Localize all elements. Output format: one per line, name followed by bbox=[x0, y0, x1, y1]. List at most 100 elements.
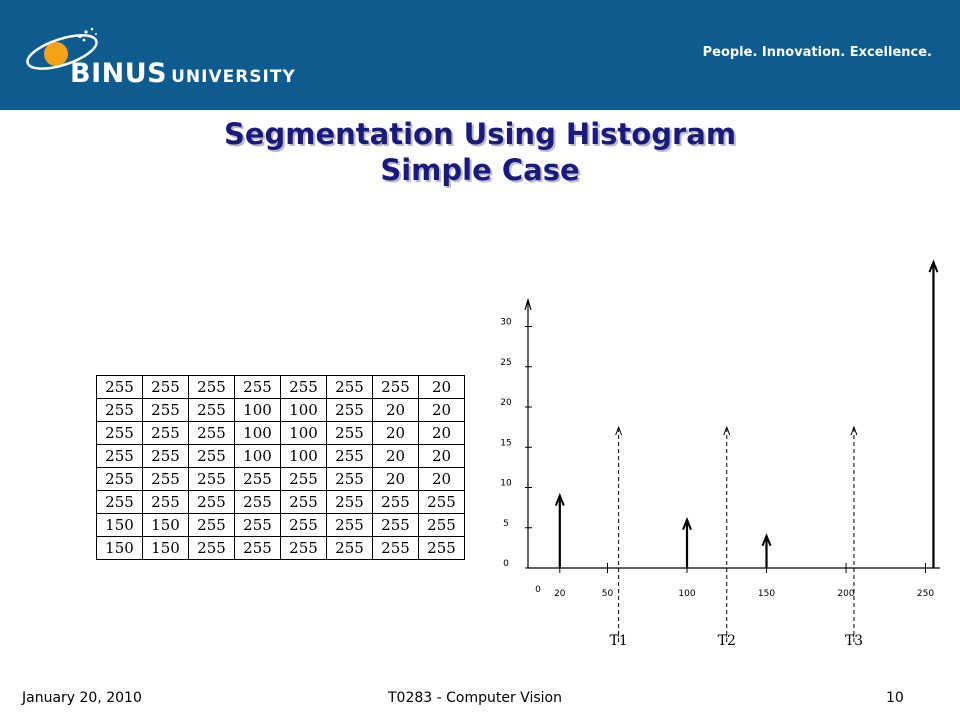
grid-cell: 255 bbox=[188, 513, 235, 537]
grid-cell: 255 bbox=[280, 375, 327, 399]
grid-cell: 100 bbox=[280, 398, 327, 422]
grid-cell: 100 bbox=[234, 398, 281, 422]
footer-page-number: 10 bbox=[886, 690, 904, 706]
grid-row: 150 150 255 255 255 255 255 255 bbox=[96, 536, 465, 560]
footer-course: T0283 - Computer Vision bbox=[388, 690, 562, 706]
grid-cell: 255 bbox=[96, 490, 143, 514]
grid-cell: 255 bbox=[418, 513, 465, 537]
grid-cell: 255 bbox=[96, 421, 143, 445]
grid-cell: 255 bbox=[188, 536, 235, 560]
slide-title: Segmentation Using Histogram Simple Case bbox=[0, 116, 960, 188]
grid-cell: 255 bbox=[142, 375, 189, 399]
histogram-bar-arrowhead bbox=[554, 492, 565, 506]
grid-cell: 100 bbox=[234, 444, 281, 468]
histogram-chart: 0 5 10 15 20 25 30 0 20 50 100 150 200 250 T1 T2 T3 bbox=[500, 259, 940, 649]
y-tick-label: 10 bbox=[500, 479, 512, 489]
histogram-bar-arrowhead bbox=[928, 259, 939, 273]
y-tick-label: 0 bbox=[503, 559, 509, 569]
threshold-arrowhead bbox=[723, 425, 731, 436]
grid-cell: 255 bbox=[372, 513, 419, 537]
grid-cell: 255 bbox=[142, 490, 189, 514]
grid-cell: 255 bbox=[234, 467, 281, 491]
grid-cell: 255 bbox=[188, 398, 235, 422]
grid-cell: 255 bbox=[96, 467, 143, 491]
grid-row: 255 255 255 255 255 255 255 255 bbox=[96, 490, 465, 514]
grid-cell: 255 bbox=[280, 536, 327, 560]
grid-cell: 255 bbox=[326, 490, 373, 514]
grid-cell: 20 bbox=[372, 398, 419, 422]
tagline: People. Innovation. Excellence. bbox=[702, 45, 932, 60]
threshold-label: T1 bbox=[610, 633, 628, 649]
grid-row: 150 150 255 255 255 255 255 255 bbox=[96, 513, 465, 537]
x-tick-label: 150 bbox=[758, 589, 775, 599]
grid-row: 255 255 255 100 100 255 20 20 bbox=[96, 398, 465, 422]
grid-cell: 255 bbox=[142, 421, 189, 445]
grid-cell: 255 bbox=[234, 536, 281, 560]
y-tick-label: 25 bbox=[500, 358, 511, 368]
grid-cell: 150 bbox=[96, 536, 143, 560]
grid-cell: 255 bbox=[326, 513, 373, 537]
grid-cell: 255 bbox=[142, 467, 189, 491]
grid-cell: 255 bbox=[372, 536, 419, 560]
title-line-1: Segmentation Using Histogram bbox=[223, 117, 737, 151]
title-line-2: Simple Case bbox=[380, 153, 580, 187]
grid-cell: 255 bbox=[418, 490, 465, 514]
grid-cell: 20 bbox=[418, 467, 465, 491]
binus-logo-icon bbox=[26, 27, 98, 70]
grid-cell: 255 bbox=[280, 513, 327, 537]
grid-cell: 20 bbox=[418, 375, 465, 399]
threshold-label: T3 bbox=[845, 633, 863, 649]
grid-cell: 255 bbox=[280, 467, 327, 491]
x-tick-label: 250 bbox=[917, 589, 934, 599]
grid-cell: 255 bbox=[326, 375, 373, 399]
grid-cell: 255 bbox=[234, 490, 281, 514]
histogram-bar-arrowhead bbox=[761, 533, 772, 547]
x-tick-label: 0 bbox=[535, 585, 541, 595]
x-tick-label: 100 bbox=[678, 589, 695, 599]
grid-cell: 255 bbox=[326, 398, 373, 422]
grid-row: 255 255 255 100 100 255 20 20 bbox=[96, 421, 465, 445]
grid-cell: 255 bbox=[326, 467, 373, 491]
grid-row: 255 255 255 100 100 255 20 20 bbox=[96, 444, 465, 468]
grid-cell: 255 bbox=[234, 513, 281, 537]
grid-cell: 100 bbox=[280, 444, 327, 468]
grid-cell: 255 bbox=[142, 444, 189, 468]
grid-cell: 20 bbox=[418, 444, 465, 468]
grid-cell: 255 bbox=[188, 444, 235, 468]
grid-row: 255 255 255 255 255 255 255 20 bbox=[96, 375, 465, 399]
grid-cell: 255 bbox=[188, 467, 235, 491]
grid-cell: 255 bbox=[326, 421, 373, 445]
grid-cell: 150 bbox=[96, 513, 143, 537]
histogram-bar-arrowhead bbox=[682, 517, 692, 531]
y-tick-label: 15 bbox=[500, 438, 511, 448]
grid-cell: 255 bbox=[142, 398, 189, 422]
pixel-value-grid: 255 255 255 255 255 255 255 20 255 255 255 100 100 25… bbox=[96, 375, 465, 560]
threshold-arrowhead bbox=[850, 425, 858, 436]
y-tick-label: 20 bbox=[500, 398, 512, 408]
threshold-label: T2 bbox=[718, 633, 736, 649]
grid-cell: 255 bbox=[96, 375, 143, 399]
y-tick-label: 30 bbox=[500, 318, 512, 328]
y-tick-label: 5 bbox=[503, 519, 509, 529]
grid-cell: 20 bbox=[372, 467, 419, 491]
grid-cell: 20 bbox=[418, 421, 465, 445]
grid-cell: 150 bbox=[142, 513, 189, 537]
header-banner: BINUS UNIVERSITY People. Innovation. Exce… bbox=[0, 0, 960, 110]
grid-cell: 255 bbox=[96, 398, 143, 422]
footer-date: January 20, 2010 bbox=[22, 690, 142, 706]
grid-cell: 20 bbox=[372, 444, 419, 468]
grid-cell: 100 bbox=[234, 421, 281, 445]
grid-cell: 255 bbox=[326, 536, 373, 560]
x-tick-label: 20 bbox=[554, 589, 566, 599]
grid-cell: 150 bbox=[142, 536, 189, 560]
grid-cell: 255 bbox=[96, 444, 143, 468]
grid-cell: 255 bbox=[234, 375, 281, 399]
x-tick-label: 50 bbox=[602, 589, 614, 599]
grid-cell: 255 bbox=[188, 421, 235, 445]
grid-cell: 255 bbox=[372, 375, 419, 399]
grid-cell: 20 bbox=[418, 398, 465, 422]
threshold-arrowhead bbox=[615, 425, 623, 436]
grid-cell: 100 bbox=[280, 421, 327, 445]
logo-text: BINUS UNIVERSITY bbox=[70, 58, 296, 89]
x-tick-label: 200 bbox=[837, 589, 854, 599]
